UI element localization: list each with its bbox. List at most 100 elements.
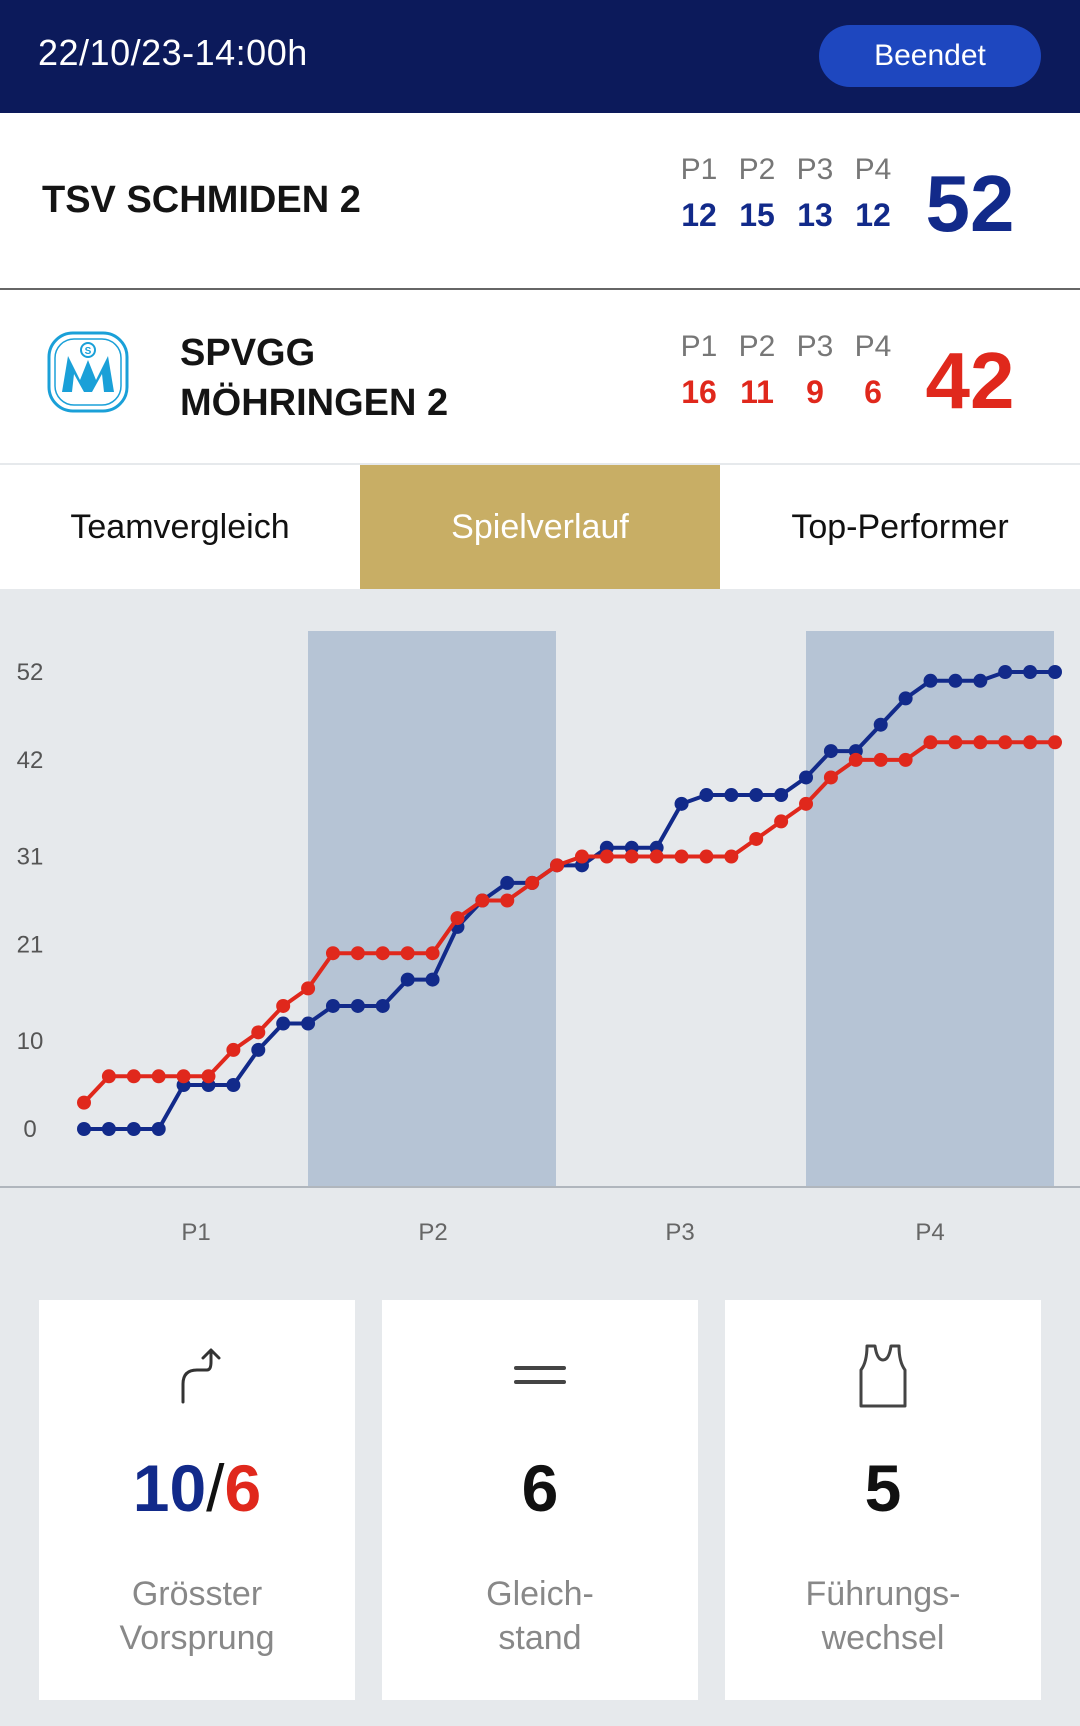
home-score-point — [1048, 665, 1062, 679]
chart-svg: 52 42 31 21 10 0 P1 P2 P3 P4 — [0, 631, 1080, 1246]
home-score-point — [724, 788, 739, 803]
game-datetime: 22/10/23-14:00h — [38, 32, 308, 73]
card-biggest-lead: 10/6 Grösster Vorsprung — [39, 1300, 355, 1700]
card-ties: 6 Gleich- stand — [382, 1300, 698, 1700]
x-category-label: P4 — [915, 1219, 944, 1246]
away-score-point — [450, 911, 465, 926]
home-score-point — [251, 1042, 266, 1057]
away-period-scores: P1 P2 P3 P4 16 11 9 6 — [670, 330, 910, 411]
tab-teamvergleich[interactable]: Teamvergleich — [70, 507, 290, 546]
period-label: P1 — [680, 330, 718, 363]
lead-changes-caption: Führungs- wechsel — [725, 1572, 1041, 1660]
home-score-point — [400, 972, 415, 987]
away-score-point — [201, 1069, 216, 1084]
away-score-point — [77, 1095, 91, 1110]
away-score-point — [525, 875, 540, 890]
away-score-point — [724, 849, 739, 864]
ties-value: 6 — [521, 1451, 559, 1525]
lead-changes-value: 5 — [864, 1451, 902, 1525]
away-score-point — [425, 946, 440, 961]
home-score-point — [699, 788, 714, 803]
x-category-label: P3 — [665, 1219, 694, 1246]
away-score-point — [599, 849, 614, 864]
away-total-score: 42 — [925, 336, 1015, 425]
home-score-point — [799, 770, 814, 785]
period-score: 6 — [864, 374, 882, 410]
home-team-name: TSV SCHMIDEN 2 — [42, 179, 361, 221]
home-score-point — [350, 998, 365, 1013]
card-lead-changes: 5 Führungs- wechsel — [725, 1300, 1041, 1700]
y-tick-label: 31 — [17, 844, 44, 871]
away-score-point — [251, 1025, 266, 1040]
biggest-lead-home: 10 — [132, 1451, 207, 1525]
home-score-point — [425, 972, 440, 987]
period-band — [806, 631, 1054, 1187]
away-score-point — [350, 946, 365, 961]
home-team-row[interactable]: TSV SCHMIDEN 2 P1 P2 P3 P4 12 15 13 12 5… — [0, 113, 1080, 288]
game-status-button[interactable]: Beendet — [819, 25, 1041, 87]
period-score: 11 — [740, 374, 774, 410]
away-score-point — [400, 946, 415, 961]
period-label: P2 — [738, 153, 776, 186]
period-score: 12 — [855, 197, 891, 233]
away-score-line — [82, 740, 1055, 1105]
away-score-point — [1048, 735, 1062, 750]
away-score-point — [325, 946, 340, 961]
away-team-name-line1: SPVGG — [180, 332, 316, 374]
home-score-point — [151, 1122, 166, 1136]
away-score-point — [998, 735, 1013, 750]
caption-line: wechsel — [821, 1619, 945, 1657]
turn-up-right-icon — [39, 1340, 355, 1410]
away-score-point — [624, 849, 639, 864]
home-score-point — [998, 665, 1013, 679]
caption-line: Grösster — [131, 1575, 263, 1613]
away-score-point — [126, 1069, 141, 1084]
y-tick-label: 10 — [17, 1028, 44, 1055]
away-score-point — [873, 752, 888, 767]
away-score-point — [375, 946, 390, 961]
period-band — [308, 631, 556, 1187]
away-team-row[interactable]: S SPVGG MÖHRINGEN 2 P1 P2 P3 P4 16 11 9 … — [0, 290, 1080, 463]
biggest-lead-value: 10/6 — [39, 1450, 355, 1526]
tab-top-performer[interactable]: Top-Performer — [791, 507, 1009, 546]
away-score-point — [226, 1042, 241, 1057]
home-score-line — [84, 670, 1055, 1131]
stat-cards: 10/6 Grösster Vorsprung 6 Gleich- stand … — [0, 1300, 1080, 1700]
away-score-point — [973, 735, 988, 750]
period-score: 9 — [806, 374, 824, 410]
period-label: P1 — [680, 153, 718, 186]
period-score: 12 — [681, 197, 717, 233]
ties-caption: Gleich- stand — [382, 1572, 698, 1660]
top-bar: 22/10/23-14:00h Beendet — [0, 0, 1080, 113]
home-score-point — [898, 691, 913, 706]
away-score-point — [923, 735, 938, 750]
home-score-point — [973, 673, 988, 688]
period-label: P4 — [854, 153, 892, 186]
team-divider — [0, 288, 1080, 290]
home-score-point — [226, 1078, 241, 1093]
home-score-point — [325, 998, 340, 1013]
home-score-point — [500, 875, 515, 890]
away-score-point — [475, 893, 490, 908]
svg-text:S: S — [85, 346, 92, 357]
equals-icon — [382, 1340, 698, 1410]
biggest-lead-away: 6 — [224, 1451, 262, 1525]
y-tick-label: 0 — [23, 1116, 36, 1143]
away-score-point — [774, 814, 789, 829]
y-tick-label: 42 — [17, 747, 44, 774]
home-score-point — [674, 796, 689, 811]
away-score-point — [301, 981, 316, 996]
home-score-point — [1023, 665, 1038, 679]
away-team-logo: S — [46, 330, 130, 414]
away-score-point — [649, 849, 664, 864]
home-score-point — [77, 1122, 91, 1136]
away-score-point — [699, 849, 714, 864]
biggest-lead-caption: Grösster Vorsprung — [39, 1572, 355, 1660]
home-score-point — [749, 788, 764, 803]
home-total-score: 52 — [925, 159, 1015, 248]
caption-line: Vorsprung — [119, 1619, 275, 1657]
y-tick-label: 21 — [17, 931, 44, 958]
period-label: P4 — [854, 330, 892, 363]
away-team-name: SPVGG MÖHRINGEN 2 — [180, 328, 448, 428]
tab-spielverlauf[interactable]: Spielverlauf — [360, 465, 720, 589]
